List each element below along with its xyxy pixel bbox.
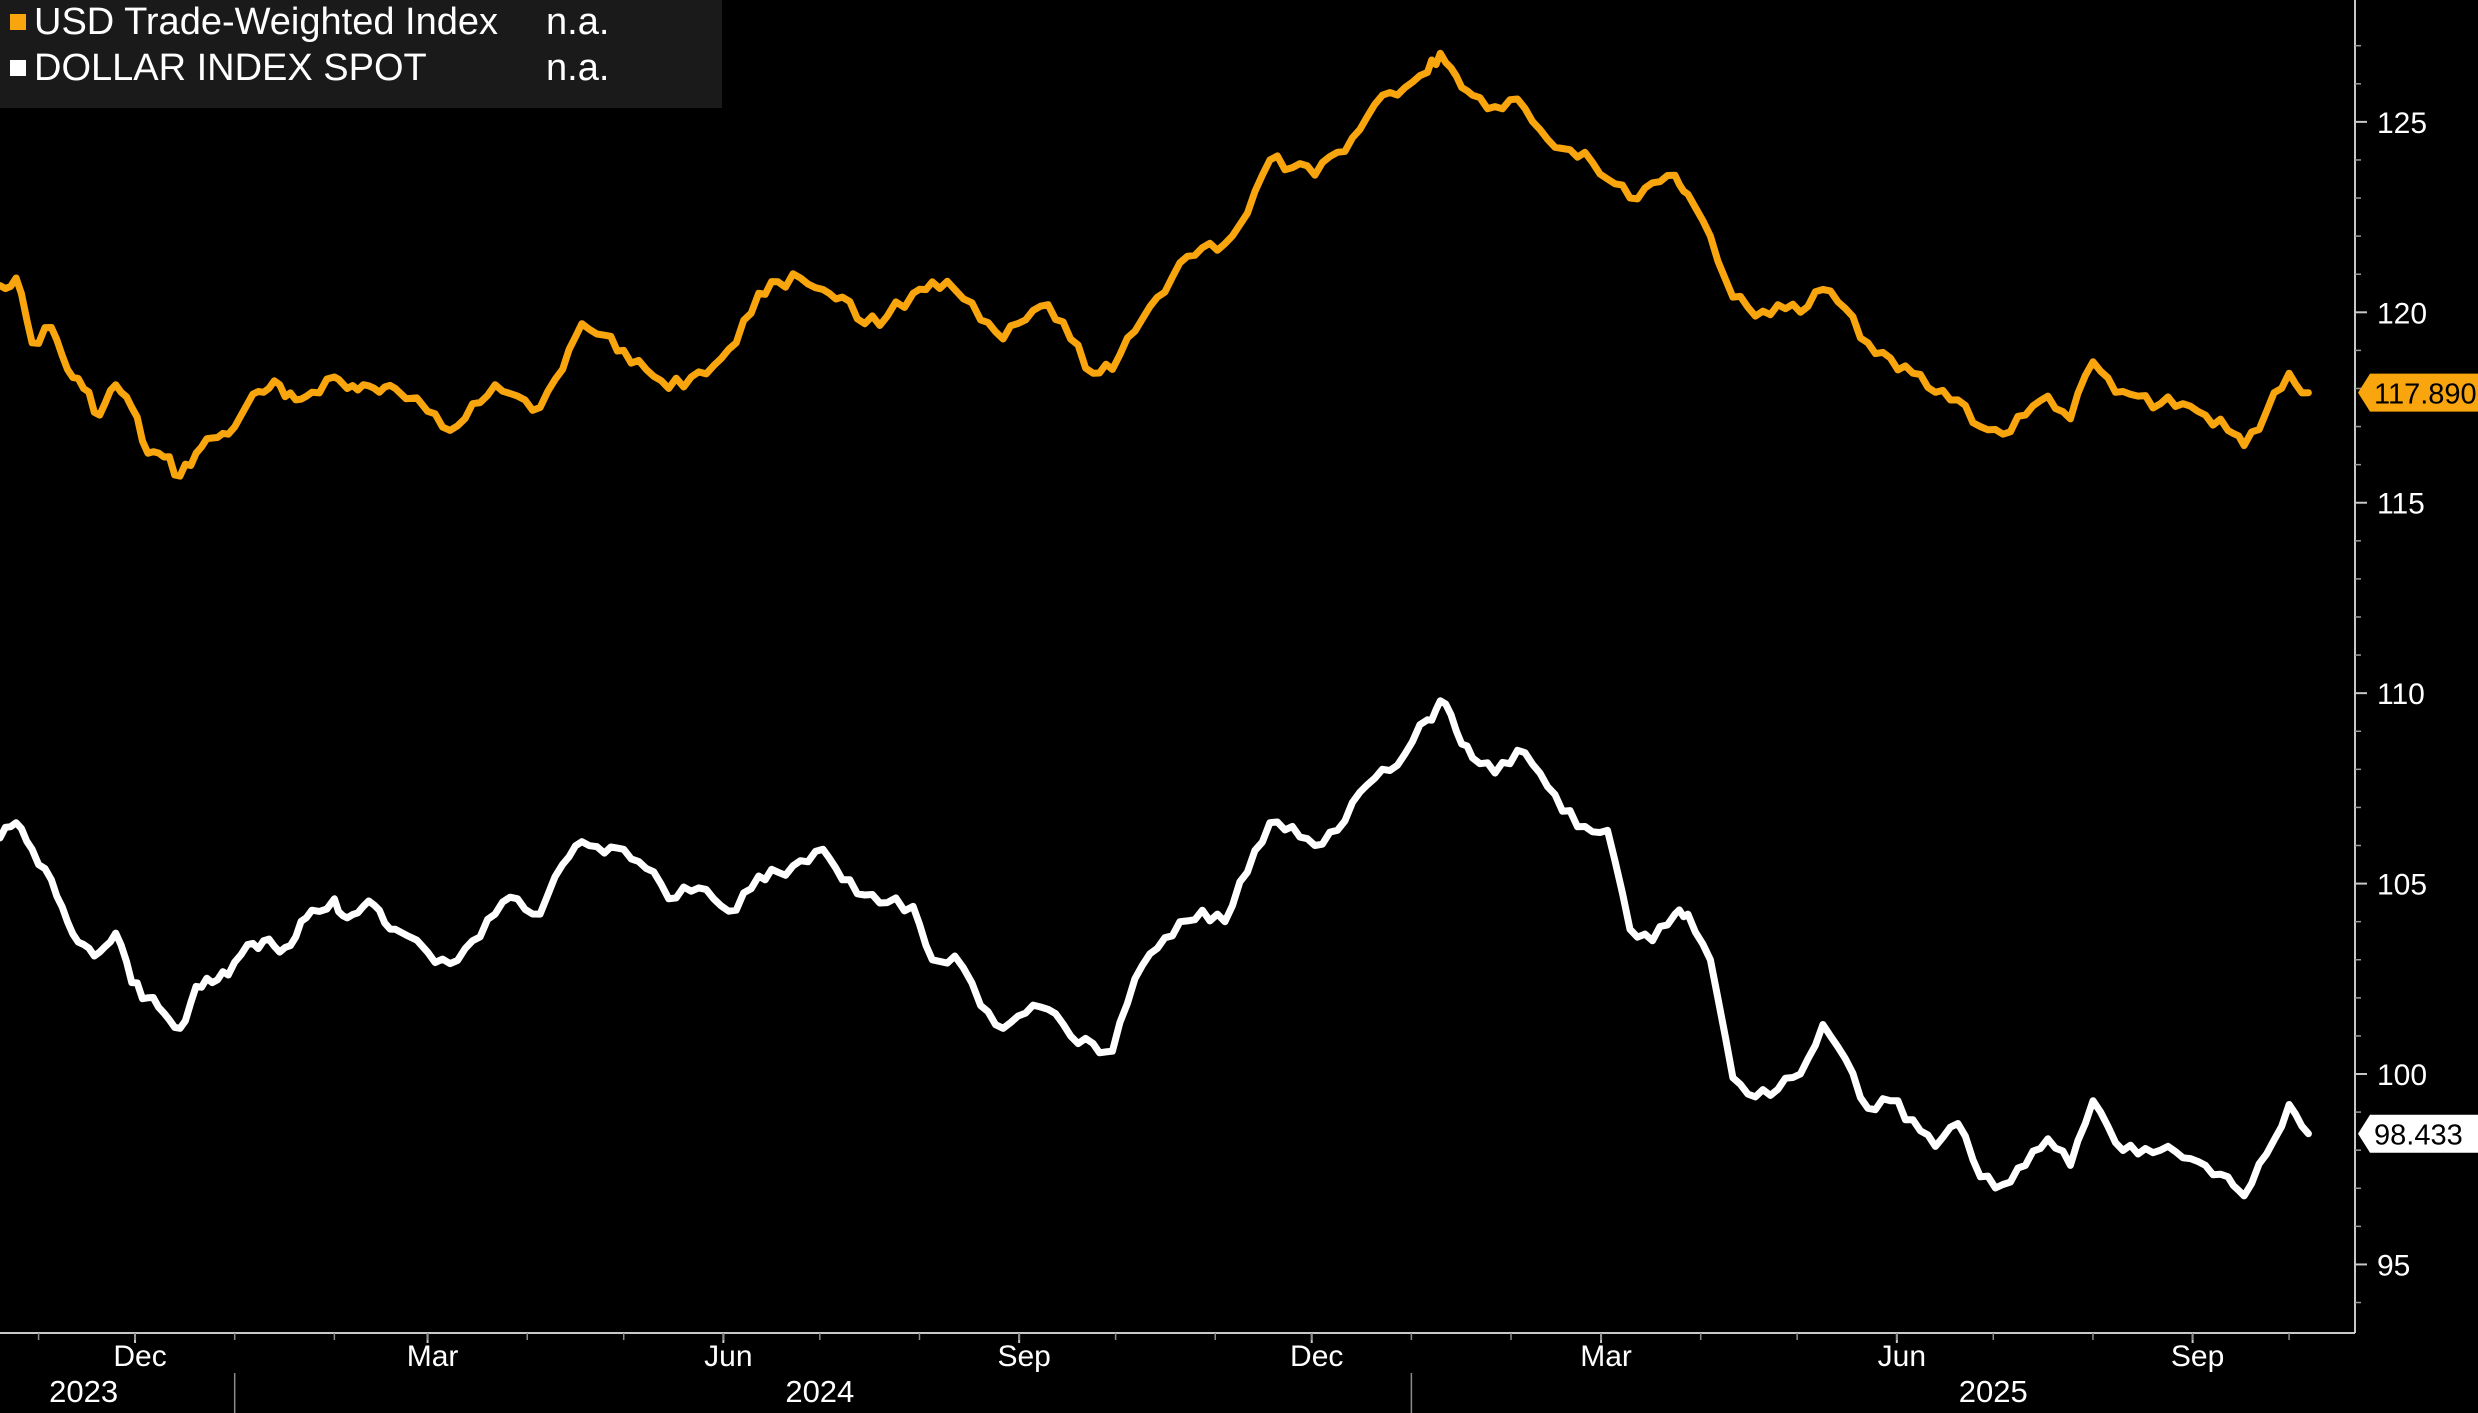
legend: USD Trade-Weighted Index n.a. DOLLAR IND… [0,0,722,108]
last-value-tag: 98.433 [2358,1114,2478,1153]
y-tick-label: 110 [2377,678,2425,711]
legend-label: DOLLAR INDEX SPOT [34,47,427,89]
x-tick-label: Mar [1580,1340,1632,1373]
last-value-tag: 117.890 [2358,373,2478,412]
y-axis-ticks: 95 100 105 110 115 120 125 [2355,44,2427,1304]
y-tick-label: 120 [2377,297,2427,330]
x-tick-label: Dec [1290,1340,1343,1373]
legend-label: USD Trade-Weighted Index [34,1,498,43]
legend-item-dollar-index: DOLLAR INDEX SPOT n.a. [10,46,609,90]
last-value-text: 117.890 [2374,379,2477,411]
x-year-label: 2024 [785,1374,854,1409]
last-value-text: 98.433 [2374,1120,2463,1152]
x-tick-label: Dec [113,1340,166,1373]
series-layer [0,49,2312,1200]
y-tick-label: 115 [2377,488,2425,521]
legend-value: n.a. [546,47,610,89]
y-tick-label: 105 [2377,869,2427,902]
y-tick-label: 100 [2377,1059,2427,1092]
legend-swatch-white [10,60,26,76]
x-tick-label: Jun [704,1340,752,1373]
x-tick-label: Jun [1878,1340,1926,1373]
last-value-tag-bg [2358,1114,2478,1153]
legend-value: n.a. [546,1,610,43]
x-tick-label: Sep [997,1340,1050,1373]
x-axis-ticks: Dec Mar Jun Sep Dec Mar Jun Sep 2023 2024 2025 [37,1333,2290,1413]
y-tick-label: 125 [2377,107,2427,140]
x-tick-label: Sep [2171,1340,2224,1373]
x-tick-label: Mar [407,1340,459,1373]
series-line [0,49,2312,480]
legend-swatch-orange [10,14,26,30]
last-value-labels: 117.890 98.433 [2358,373,2478,1153]
series-line [0,697,2312,1200]
last-value-tag-bg [2358,373,2478,412]
x-year-label: 2023 [49,1374,118,1409]
y-tick-label: 95 [2377,1249,2410,1282]
legend-item-trade-weighted: USD Trade-Weighted Index n.a. [10,0,609,44]
x-year-label: 2025 [1959,1374,2028,1409]
